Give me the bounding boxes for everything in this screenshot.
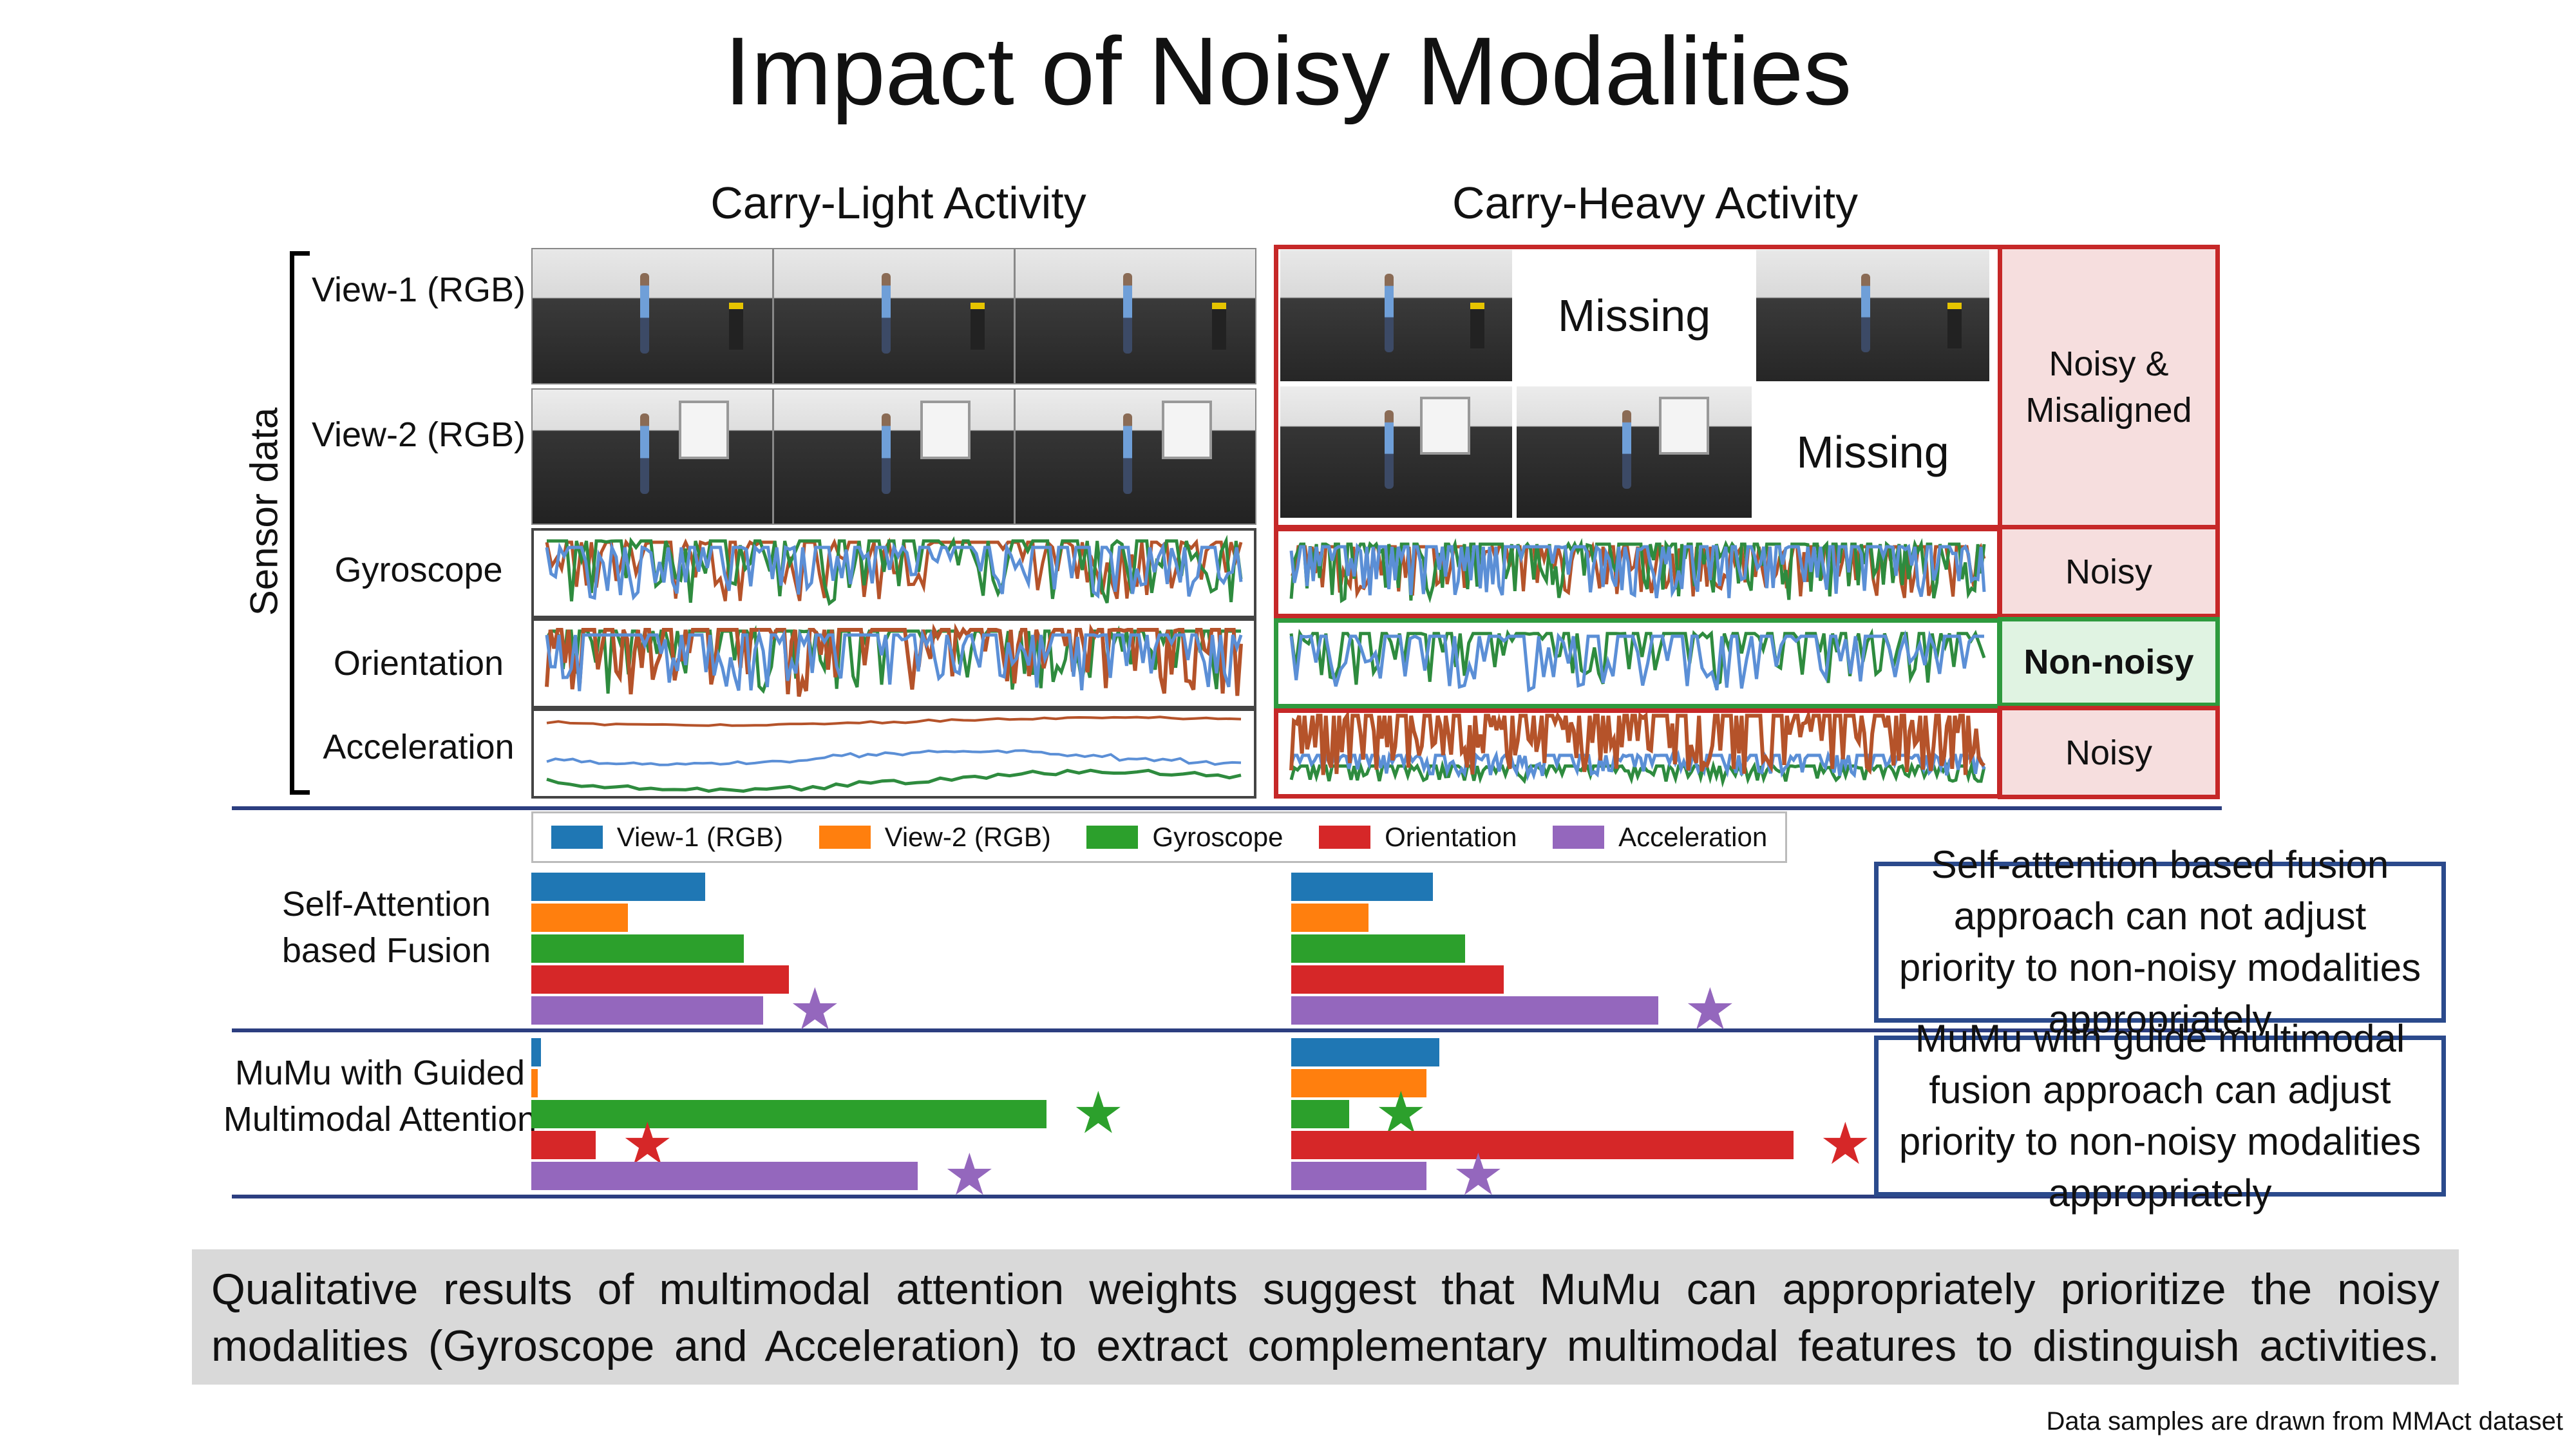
light-view1-frame-2 xyxy=(773,248,1015,384)
note-self-attention: Self-attention based fusion approach can… xyxy=(1874,843,2446,1041)
chart-self-attention-heavy: ★ xyxy=(1291,873,1935,1039)
bar-gyroscope xyxy=(1291,1100,1349,1128)
bar-orientation xyxy=(531,965,789,994)
legend-swatch-orientation xyxy=(1319,826,1371,849)
status-acceleration-noisy: Noisy xyxy=(1998,706,2220,799)
light-orientation-signal xyxy=(531,618,1256,708)
bar-view-2-rgb- xyxy=(531,1069,538,1097)
note-mumu: MuMu with guide multimodal fusion approa… xyxy=(1874,1017,2446,1215)
bar-gyroscope xyxy=(531,934,744,963)
star-marker-gyroscope: ★ xyxy=(1072,1081,1124,1146)
bar-view-1-rgb- xyxy=(1291,1038,1439,1066)
chart-mumu-light: ★ ★ ★ xyxy=(531,1038,1175,1204)
row-label-view1: View-1 (RGB) xyxy=(311,270,526,309)
sensor-bracket xyxy=(290,251,310,795)
legend: View-1 (RGB) View-2 (RGB) Gyroscope Orie… xyxy=(531,811,1787,863)
legend-swatch-gyroscope xyxy=(1086,826,1139,849)
row-label-acceleration: Acceleration xyxy=(323,728,515,766)
method-label-mumu: MuMu with Guided Multimodal Attention xyxy=(223,1054,537,1139)
legend-label-acceleration: Acceleration xyxy=(1618,822,1768,852)
bar-orientation xyxy=(531,1131,596,1159)
legend-swatch-view2 xyxy=(819,826,871,849)
bar-view-2-rgb- xyxy=(1291,1069,1426,1097)
bar-gyroscope xyxy=(531,1100,1046,1128)
light-view1-frame-1 xyxy=(531,248,773,384)
status-gyroscope-noisy: Noisy xyxy=(1998,525,2220,618)
star-marker-orientation: ★ xyxy=(1819,1112,1871,1177)
legend-item-gyroscope: Gyroscope xyxy=(1086,822,1283,853)
bar-view-1-rgb- xyxy=(531,873,705,901)
heavy-view1-frame-1 xyxy=(1280,250,1512,381)
legend-label-view2: View-2 (RGB) xyxy=(884,822,1051,852)
separator-3 xyxy=(232,1195,2222,1198)
bar-view-2-rgb- xyxy=(1291,904,1368,932)
star-marker-acceleration: ★ xyxy=(1684,978,1736,1042)
bar-gyroscope xyxy=(1291,934,1465,963)
legend-swatch-acceleration xyxy=(1553,826,1605,849)
bar-view-2-rgb- xyxy=(531,904,628,932)
footnote: Data samples are drawn from MMAct datase… xyxy=(2046,1407,2563,1435)
legend-label-orientation: Orientation xyxy=(1385,822,1517,852)
legend-label-view1: View-1 (RGB) xyxy=(616,822,784,852)
heavy-acceleration-signal xyxy=(1274,708,2002,799)
legend-item-acceleration: Acceleration xyxy=(1553,822,1767,853)
slide-title: Impact of Noisy Modalities xyxy=(724,17,1852,125)
legend-item-view1: View-1 (RGB) xyxy=(551,822,783,853)
light-view2-frame-3 xyxy=(1014,388,1256,525)
bar-acceleration xyxy=(531,1162,918,1190)
row-label-orientation: Orientation xyxy=(333,644,504,683)
bar-view-1-rgb- xyxy=(1291,873,1433,901)
heavy-view2-frame-2 xyxy=(1517,386,1752,518)
light-view1-frame-3 xyxy=(1014,248,1256,384)
heavy-gyroscope-signal xyxy=(1274,527,2002,618)
chart-self-attention-light: ★ xyxy=(531,873,1175,1039)
sensor-data-label: Sensor data xyxy=(242,407,286,616)
method-label-self-attention: Self-Attention based Fusion xyxy=(281,885,491,970)
status-orientation-non-noisy: Non-noisy xyxy=(1998,617,2220,707)
star-marker-acceleration: ★ xyxy=(1452,1143,1504,1208)
bar-acceleration xyxy=(531,996,763,1025)
legend-item-view2: View-2 (RGB) xyxy=(819,822,1051,853)
row-label-gyroscope: Gyroscope xyxy=(334,551,503,589)
light-view2-frame-1 xyxy=(531,388,773,525)
heavy-orientation-signal xyxy=(1274,618,2002,708)
row-label-view2: View-2 (RGB) xyxy=(311,415,526,454)
heavy-view1-frame-3 xyxy=(1756,250,1989,381)
bar-acceleration xyxy=(1291,996,1658,1025)
heavy-view1-missing: Missing xyxy=(1517,250,1752,381)
star-marker-acceleration: ★ xyxy=(943,1143,996,1208)
chart-mumu-heavy: ★ ★ ★ xyxy=(1291,1038,1935,1204)
star-marker-acceleration: ★ xyxy=(789,978,841,1042)
light-gyroscope-signal xyxy=(531,528,1256,618)
legend-swatch-view1 xyxy=(551,826,603,849)
light-acceleration-signal xyxy=(531,708,1256,799)
light-view2-frame-2 xyxy=(773,388,1015,525)
carry-heavy-heading: Carry-Heavy Activity xyxy=(1452,178,1859,228)
separator-2 xyxy=(232,1028,2222,1032)
carry-light-heading: Carry-Light Activity xyxy=(710,178,1086,228)
legend-item-orientation: Orientation xyxy=(1319,822,1517,853)
bar-view-1-rgb- xyxy=(531,1038,541,1066)
legend-label-gyroscope: Gyroscope xyxy=(1152,822,1283,852)
heavy-view2-frame-1 xyxy=(1280,386,1512,518)
bar-orientation xyxy=(1291,1131,1794,1159)
conclusion-text: Qualitative results of multimodal attent… xyxy=(192,1249,2459,1385)
bar-acceleration xyxy=(1291,1162,1426,1190)
status-noisy-misaligned: Noisy & Misaligned xyxy=(1998,245,2220,529)
heavy-view2-missing: Missing xyxy=(1756,386,1989,518)
separator-1 xyxy=(232,806,2222,810)
bar-orientation xyxy=(1291,965,1504,994)
